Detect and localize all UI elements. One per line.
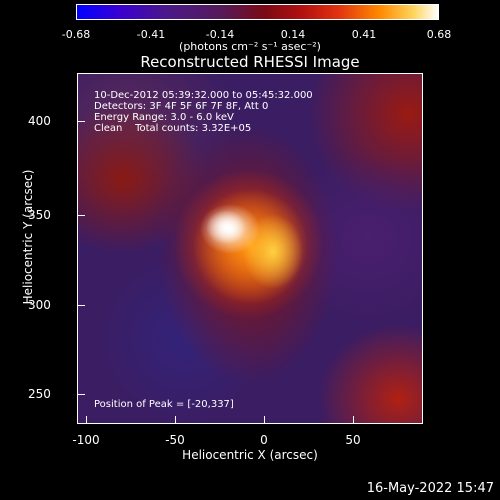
energy-range-label: Energy Range: 3.0 - 6.0 keV bbox=[94, 112, 234, 123]
x-tick-label: -100 bbox=[72, 433, 100, 447]
x-tick-mark bbox=[86, 416, 87, 424]
y-tick-mark bbox=[77, 394, 85, 395]
detectors-label: Detectors: 3F 4F 5F 6F 7F 8F, Att 0 bbox=[94, 101, 269, 112]
y-tick-label: 250 bbox=[28, 387, 51, 401]
y-tick-mark bbox=[77, 215, 85, 216]
date-stamp: 16-May-2022 15:47 bbox=[366, 481, 494, 496]
x-tick-mark bbox=[175, 416, 176, 424]
y-tick-label: 400 bbox=[28, 114, 51, 128]
rhessi-image: 10-Dec-2012 05:39:32.000 to 05:45:32.000… bbox=[77, 73, 423, 424]
method-counts-label: Clean Total counts: 3.32E+05 bbox=[94, 123, 252, 134]
x-tick-label: 0 bbox=[260, 433, 268, 447]
colorbar-tick: -0.14 bbox=[205, 28, 235, 41]
colorbar-tick: 0.41 bbox=[351, 28, 377, 41]
x-tick-mark bbox=[264, 416, 265, 424]
image-title: Reconstructed RHESSI Image bbox=[140, 53, 360, 71]
x-tick-label: 50 bbox=[345, 433, 361, 447]
colorbar bbox=[76, 4, 439, 20]
y-tick-label: 350 bbox=[28, 208, 51, 222]
colorbar-tick: -0.68 bbox=[61, 28, 91, 41]
y-tick-mark bbox=[77, 121, 85, 122]
x-tick-mark bbox=[353, 416, 354, 424]
colorbar-tick: 0.68 bbox=[426, 28, 452, 41]
y-tick-label: 300 bbox=[28, 298, 51, 312]
y-tick-mark bbox=[77, 305, 85, 306]
peak-position-label: Position of Peak = [-20,337] bbox=[94, 399, 234, 410]
colorbar-tick: 0.14 bbox=[280, 28, 306, 41]
x-tick-label: -50 bbox=[165, 433, 185, 447]
x-axis-label: Heliocentric X (arcsec) bbox=[182, 448, 318, 462]
colorbar-tick: -0.41 bbox=[136, 28, 166, 41]
y-axis-label: Heliocentric Y (arcsec) bbox=[21, 169, 35, 305]
colorbar-units: (photons cm⁻² s⁻¹ asec⁻²) bbox=[179, 40, 321, 53]
time-range-label: 10-Dec-2012 05:39:32.000 to 05:45:32.000 bbox=[94, 90, 313, 101]
